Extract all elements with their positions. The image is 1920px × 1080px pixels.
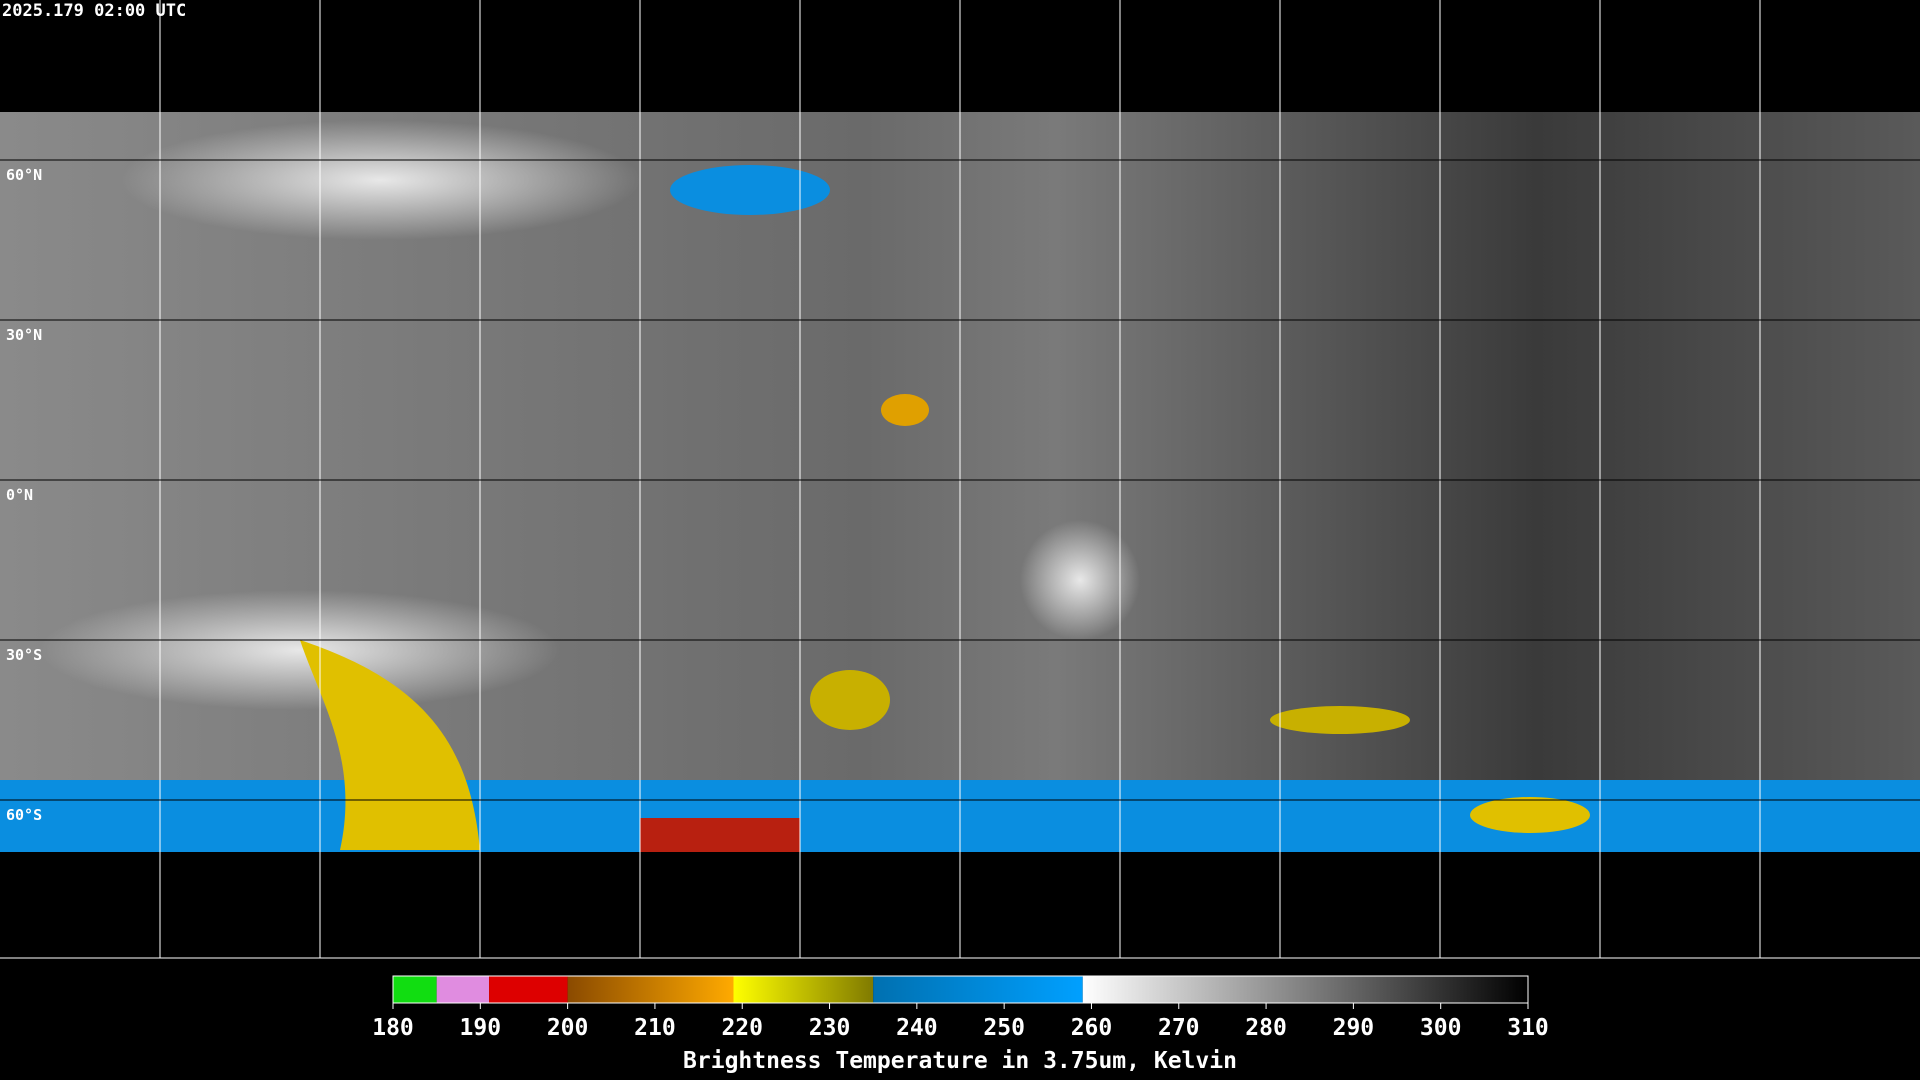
latitude-label: 30°N (6, 326, 42, 344)
latitude-labels: 60°N 30°N 0°N 30°S 60°S (6, 166, 42, 824)
colorbar-tick-label: 310 (1507, 1015, 1549, 1041)
colorbar-segment (489, 976, 568, 1003)
colorbar-tick-label: 180 (372, 1015, 414, 1041)
cloud (120, 120, 640, 240)
cold-cloud (640, 818, 800, 852)
colorbar-label: Brightness Temperature in 3.75um, Kelvin (683, 1048, 1237, 1074)
cloud (1020, 520, 1140, 640)
cloud (670, 165, 830, 215)
colorbar-tick-label: 190 (460, 1015, 502, 1041)
colorbar-tick-label: 260 (1071, 1015, 1113, 1041)
cloud (40, 590, 560, 710)
colorbar-segment (436, 976, 490, 1003)
cold-cloud (300, 640, 480, 850)
colorbar-segment (1082, 976, 1528, 1003)
colorbar-frame (392, 975, 1529, 1004)
colorbar-segment (733, 976, 874, 1003)
colorbar-tick-label: 210 (634, 1015, 676, 1041)
graticule (0, 0, 1920, 959)
cold-cloud (1470, 797, 1590, 833)
latitude-label: 0°N (6, 486, 33, 504)
colorbar-tick-label: 280 (1245, 1015, 1287, 1041)
colorbar-tick-label: 230 (809, 1015, 851, 1041)
colorbar-tick-label: 290 (1333, 1015, 1375, 1041)
latitude-label: 60°N (6, 166, 42, 184)
colorbar-tick-label: 270 (1158, 1015, 1200, 1041)
latitude-label: 60°S (6, 806, 42, 824)
cold-cloud (1270, 706, 1410, 734)
colorbar: 180 190 200 210 220 230 240 250 260 270 280 290 300 3… (372, 975, 1549, 1041)
colorbar-tick-label: 200 (547, 1015, 589, 1041)
colorbar-segment (393, 976, 437, 1003)
cold-cloud (881, 394, 929, 426)
colorbar-tick-label: 300 (1420, 1015, 1462, 1041)
colorbar-segment (567, 976, 734, 1003)
colorbar-tick-label: 220 (721, 1015, 763, 1041)
latitude-label: 30°S (6, 646, 42, 664)
colorbar-segment (873, 976, 1083, 1003)
colorbar-tick-label: 250 (983, 1015, 1025, 1041)
colorbar-tick-label: 240 (896, 1015, 938, 1041)
timestamp: 2025.179 02:00 UTC (2, 1, 186, 21)
cold-cloud (810, 670, 890, 730)
